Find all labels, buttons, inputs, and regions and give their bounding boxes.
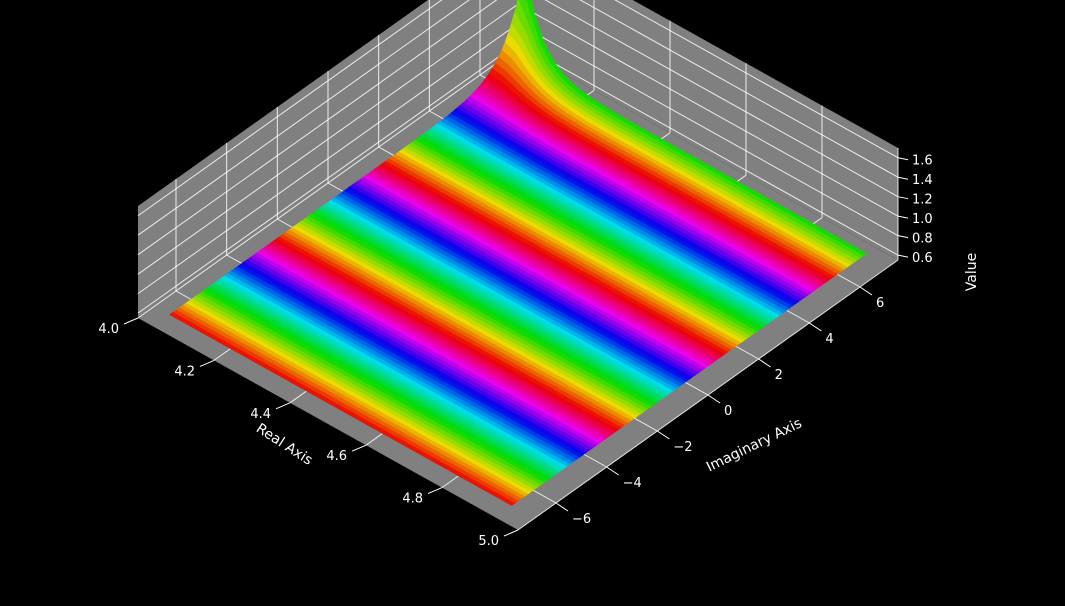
x-tick-mark	[275, 402, 291, 410]
y-tick-mark	[758, 358, 771, 368]
y-tick-mark	[707, 394, 721, 404]
x-tick-label: 4.4	[250, 407, 271, 422]
y-tick-label: 6	[876, 296, 884, 311]
z-tick-mark	[897, 157, 909, 161]
y-tick-mark	[606, 466, 619, 476]
right-wall-grid-z	[517, 23, 899, 237]
axis-ticks: 4.0 4.2 4.4 4.6 4.8 5.0 −6 −4 −2 0 2 4 6 0.6 0.8 1.0 1.2…	[98, 154, 932, 549]
z-tick-label: 0.6	[912, 251, 933, 266]
x-tick-label: 5.0	[478, 534, 499, 549]
x-tick-label: 4.8	[402, 492, 423, 507]
z-tick-label: 0.8	[912, 232, 933, 247]
y-tick-label: 4	[825, 332, 833, 347]
y-tick-mark	[555, 502, 569, 512]
surface	[169, 0, 867, 506]
left-wall-grid-z	[137, 3, 519, 275]
y-axis-label: Imaginary Axis	[704, 415, 805, 475]
z-tick-label: 1.2	[912, 193, 933, 208]
left-wall-grid-z	[137, 42, 519, 314]
y-tick-label: 0	[724, 404, 732, 419]
y-tick-label: 2	[775, 368, 783, 383]
y-tick-mark	[809, 322, 822, 332]
right-wall-grid-z	[517, 3, 899, 217]
z-axis-label: Value	[964, 253, 980, 291]
x-tick-mark	[123, 317, 139, 325]
surface-facet	[501, 497, 516, 506]
right-wall-grid-z	[614, 0, 899, 159]
x-tick-label: 4.0	[98, 322, 119, 337]
x-tick-mark	[199, 359, 215, 367]
right-wall-grid-z	[579, 0, 899, 178]
left-wall-grid-z	[137, 23, 519, 295]
y-tick-mark	[657, 430, 670, 440]
x-axis-label: Real Axis	[253, 421, 315, 469]
y-tick-label: −6	[572, 512, 591, 527]
left-wall-grid-z	[137, 0, 443, 217]
z-tick-mark	[897, 215, 909, 219]
z-tick-label: 1.6	[912, 154, 933, 169]
y-tick-label: −2	[673, 440, 692, 455]
x-tick-mark	[351, 444, 367, 452]
z-tick-label: 1.0	[912, 212, 933, 227]
x-tick-mark	[503, 529, 519, 537]
x-tick-label: 4.6	[326, 449, 347, 464]
right-wall-grid-z	[544, 0, 899, 198]
right-wall-grid-z	[517, 42, 899, 256]
left-wall-grid-z	[137, 0, 470, 236]
z-tick-label: 1.4	[912, 173, 933, 188]
z-tick-mark	[897, 254, 909, 258]
x-tick-mark	[427, 487, 443, 495]
z-tick-mark	[897, 176, 909, 180]
x-tick-label: 4.2	[174, 364, 195, 379]
y-tick-mark	[859, 286, 873, 296]
z-tick-mark	[897, 235, 909, 239]
y-tick-label: −4	[623, 476, 642, 491]
left-wall-grid-z	[137, 0, 498, 256]
z-tick-mark	[897, 196, 909, 200]
